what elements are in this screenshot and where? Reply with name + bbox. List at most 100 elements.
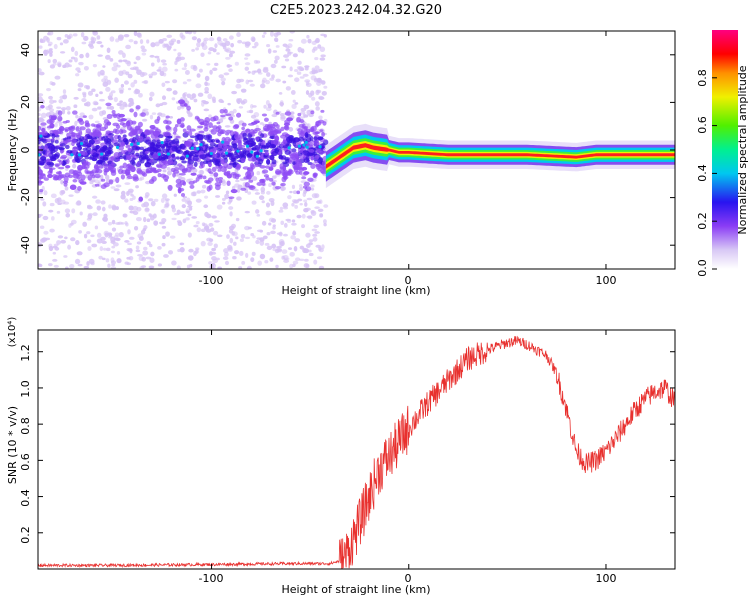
spectrogram-band-point <box>46 125 54 129</box>
spectrogram-noise-point <box>56 106 62 109</box>
spectrogram-noise-point <box>111 219 116 225</box>
spectrogram-noise-point <box>81 41 87 45</box>
spectrogram-noise-point <box>269 77 275 81</box>
spectrogram-noise-point <box>204 86 209 92</box>
spectrogram-noise-point <box>139 39 144 45</box>
spectrogram-noise-point <box>85 52 90 58</box>
spectrogram-noise-point <box>83 233 88 239</box>
spectrogram-noise-point <box>52 251 57 255</box>
spectrogram-band-point <box>269 123 276 129</box>
spectrogram-band-point <box>188 130 193 137</box>
spectrogram-noise-point <box>43 230 49 235</box>
spectrogram-noise-point <box>113 237 120 241</box>
spectrogram-noise-point <box>263 31 267 35</box>
spectrogram-band-point <box>146 157 151 162</box>
spectrogram-noise-point <box>253 70 258 73</box>
spectrogram-band-point <box>124 150 132 156</box>
spectrogram-noise-point <box>143 225 148 230</box>
spectrogram-band-point <box>204 179 211 184</box>
spectrogram-noise-point <box>287 51 292 56</box>
spectrogram-noise-point <box>311 96 316 101</box>
spectrogram-band-point <box>178 99 185 105</box>
spectrogram-noise-point <box>124 261 129 265</box>
spectrogram-noise-point <box>110 186 116 189</box>
spectrogram-band-point <box>305 155 310 160</box>
spectrogram-hot-point <box>130 142 134 147</box>
spectrogram-noise-point <box>40 112 47 119</box>
bottom-xtick-label: -100 <box>199 572 224 585</box>
spectrogram-noise-point <box>186 31 193 35</box>
spectrogram-band-point <box>40 104 45 109</box>
spectrogram-band-point <box>271 144 277 149</box>
spectrogram-noise-point <box>315 244 322 248</box>
spectrogram-noise-point <box>150 200 156 207</box>
spectrogram-band-point <box>228 116 234 121</box>
spectrogram-noise-point <box>244 57 249 60</box>
spectrogram-band-point <box>57 110 63 116</box>
spectrogram-noise-point <box>193 250 197 257</box>
spectrogram-noise-point <box>48 209 54 213</box>
spectrogram-noise-point <box>208 222 214 227</box>
spectrogram-band-point <box>258 158 264 165</box>
spectrogram-band-point <box>284 111 292 116</box>
spectrogram-noise-point <box>159 103 164 107</box>
spectrogram-band-point <box>205 143 209 149</box>
spectrogram-noise-point <box>38 106 42 112</box>
spectrogram-noise-point <box>247 191 252 195</box>
spectrogram-noise-point <box>318 96 325 100</box>
spectrogram-noise-point <box>166 34 173 38</box>
spectrogram-band-point <box>45 150 51 157</box>
spectrogram-band-point <box>310 163 316 169</box>
spectrogram-band-point <box>264 151 270 156</box>
spectrogram-band-point <box>232 143 238 149</box>
spectrogram-band-point <box>141 171 146 176</box>
spectrogram-band-point <box>288 135 294 139</box>
spectrogram-band-point <box>77 118 83 122</box>
spectrogram-band-point <box>99 156 105 160</box>
spectrogram-band-point <box>137 121 143 128</box>
spectrogram-noise-point <box>250 114 257 119</box>
spectrogram-noise-point <box>186 78 192 82</box>
spectrogram-noise-point <box>305 207 311 211</box>
spectrogram-band-point <box>59 143 66 147</box>
spectrogram-noise-point <box>48 48 53 51</box>
spectrogram-noise-point <box>234 183 240 188</box>
spectrogram-noise-point <box>256 170 261 176</box>
spectrogram-noise-point <box>46 87 51 92</box>
spectrogram-noise-point <box>247 79 254 83</box>
spectrogram-noise-point <box>93 101 99 106</box>
spectrogram-hot-point <box>136 141 140 146</box>
spectrogram-band-point <box>315 163 322 168</box>
spectrogram-band-point <box>176 118 182 125</box>
spectrogram-band-point <box>320 109 325 113</box>
spectrogram-noise-point <box>308 252 314 257</box>
spectrogram-noise-point <box>292 99 296 103</box>
spectrogram-noise-point <box>291 103 297 110</box>
spectrogram-band-point <box>58 146 65 151</box>
spectrogram-band-point <box>179 124 185 128</box>
spectrogram-noise-point <box>284 58 290 62</box>
spectrogram-noise-point <box>128 39 134 43</box>
spectrogram-band-point <box>206 139 214 143</box>
spectrogram-noise-point <box>235 236 239 240</box>
spectrogram-noise-point <box>162 72 167 77</box>
spectrogram-noise-point <box>129 197 134 201</box>
spectrogram-noise-point <box>290 235 296 240</box>
spectrogram-noise-point <box>307 38 312 44</box>
spectrogram-noise-point <box>183 91 188 97</box>
spectrogram-noise-point <box>102 216 107 222</box>
spectrogram-noise-point <box>54 122 58 128</box>
spectrogram-noise-point <box>167 170 172 176</box>
spectrogram-noise-point <box>133 79 138 84</box>
spectrogram-noise-point <box>127 229 131 235</box>
spectrogram-noise-point <box>78 115 84 119</box>
spectrogram-band-point <box>63 175 69 183</box>
spectrogram-band-point <box>38 180 43 186</box>
spectrogram-noise-point <box>167 250 174 255</box>
spectrogram-noise-point <box>120 194 126 200</box>
spectrogram-noise-point <box>80 31 85 38</box>
spectrogram-band-point <box>179 143 186 150</box>
spectrogram-noise-point <box>111 66 118 72</box>
spectrogram-band-point <box>105 130 111 135</box>
spectrogram-noise-point <box>114 232 120 237</box>
